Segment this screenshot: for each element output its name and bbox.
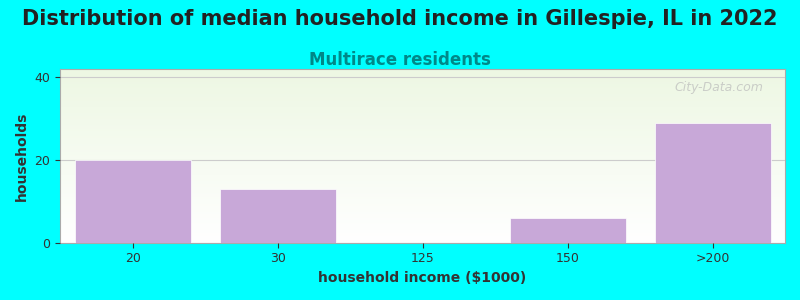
- X-axis label: household income ($1000): household income ($1000): [318, 271, 526, 285]
- Bar: [654, 123, 770, 243]
- Text: City-Data.com: City-Data.com: [674, 81, 763, 94]
- Bar: [74, 160, 190, 243]
- Y-axis label: households: households: [15, 111, 29, 200]
- Bar: [510, 218, 626, 243]
- Text: Distribution of median household income in Gillespie, IL in 2022: Distribution of median household income …: [22, 9, 778, 29]
- Text: Multirace residents: Multirace residents: [309, 51, 491, 69]
- Bar: [220, 189, 335, 243]
